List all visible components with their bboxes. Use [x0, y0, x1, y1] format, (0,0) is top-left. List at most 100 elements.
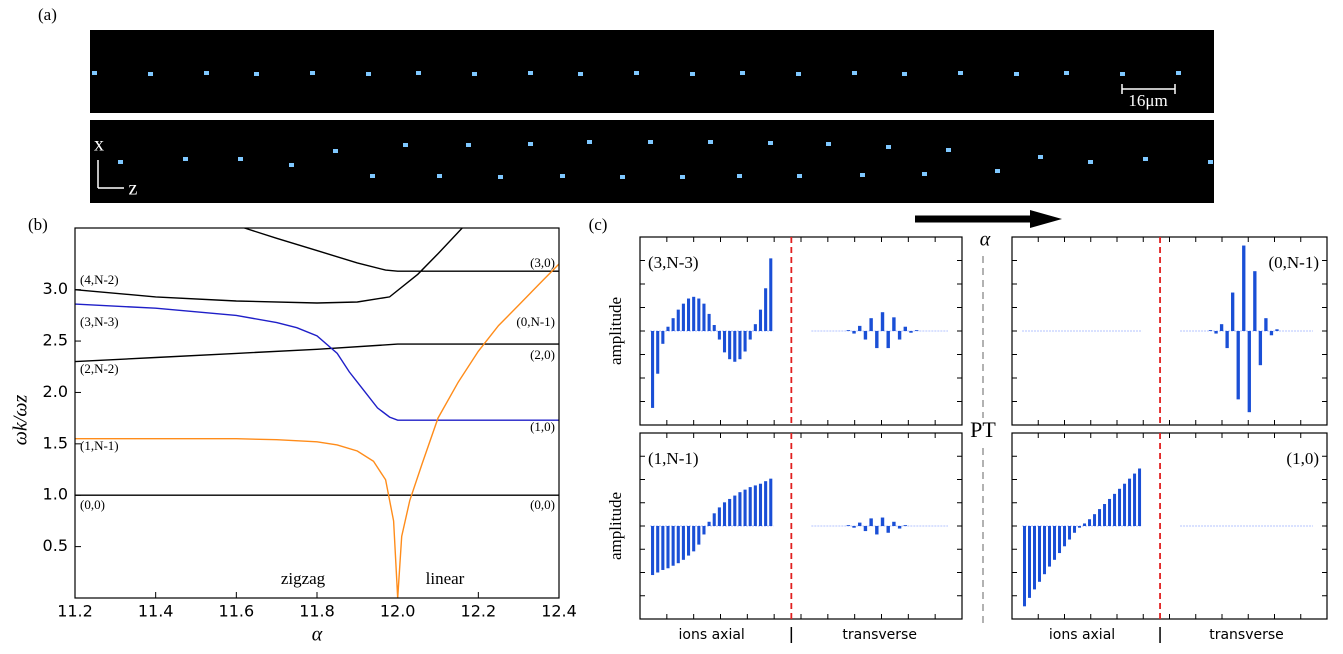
bar: [722, 331, 727, 353]
bar: [717, 331, 721, 340]
bar: [1128, 478, 1132, 526]
ion: [690, 72, 695, 76]
x-axis-label: α: [312, 624, 323, 646]
bar: [656, 526, 660, 573]
ion: [238, 157, 243, 161]
bar: [1043, 526, 1047, 575]
ion: [886, 145, 891, 149]
ion: [403, 143, 408, 147]
bar: [1078, 526, 1082, 528]
bar: [651, 526, 655, 576]
ion: [466, 143, 471, 147]
ion: [333, 149, 338, 153]
bar: [875, 331, 879, 349]
scale-label: 16μm: [1128, 91, 1167, 110]
annotation: (3,N-3): [80, 314, 119, 329]
mode-label: (3,N-3): [648, 253, 699, 272]
bar: [886, 331, 890, 349]
bar: [852, 526, 856, 528]
bar: [1028, 526, 1032, 598]
bar: [1098, 509, 1102, 526]
bar: [1038, 526, 1042, 582]
bar: [1108, 498, 1112, 526]
bar: [1214, 331, 1218, 334]
curve: [75, 263, 559, 598]
bar: [758, 483, 763, 526]
bar: [676, 309, 680, 331]
bar: [846, 525, 851, 526]
bar: [1068, 526, 1072, 540]
bar: [707, 313, 711, 331]
y-tick-label: 1.0: [43, 485, 68, 504]
curve: [75, 303, 559, 421]
bar: [702, 303, 706, 331]
bar: [712, 513, 716, 526]
bar: [1023, 526, 1027, 607]
ion: [587, 140, 592, 144]
bar: [1063, 526, 1067, 547]
bar: [869, 518, 873, 526]
bar: [1269, 331, 1274, 336]
ion: [254, 72, 259, 76]
x-tick-label: 11.8: [299, 602, 335, 621]
bar: [1225, 331, 1229, 349]
bar: [661, 331, 665, 344]
panel-label: (a): [38, 5, 57, 24]
bar: [738, 492, 742, 526]
ion: [472, 72, 477, 76]
bar: [743, 331, 747, 352]
ion: [92, 71, 97, 75]
bar: [753, 485, 757, 526]
bar: [681, 303, 685, 331]
bar: [764, 288, 768, 331]
ion: [922, 172, 927, 176]
y-axis-label: ωk/ωz: [10, 395, 32, 446]
bar: [692, 526, 696, 552]
bar: [858, 522, 862, 526]
bar: [1123, 483, 1127, 526]
curve: [75, 343, 559, 363]
bar: [1133, 473, 1137, 526]
bar: [733, 495, 737, 526]
ion: [860, 173, 865, 177]
bar: [846, 330, 851, 331]
ion: [902, 72, 907, 76]
mode-label: (1,0): [1286, 449, 1319, 468]
bar: [1138, 468, 1142, 526]
bar: [880, 312, 885, 331]
ion: [740, 71, 745, 75]
mode-label: (1,N-1): [648, 449, 699, 468]
ion: [1014, 72, 1019, 76]
bar: [1093, 514, 1097, 526]
bar: [1058, 526, 1062, 554]
group-label: ions axial: [1049, 627, 1115, 643]
ion: [366, 72, 371, 76]
bar: [717, 507, 721, 526]
ion: [852, 71, 857, 75]
y-tick-label: 1.5: [43, 433, 68, 452]
ion: [578, 72, 583, 76]
bar: [1113, 493, 1117, 526]
y-axis-label: amplitude: [606, 492, 625, 560]
ion: [204, 71, 209, 75]
image-linear: [90, 30, 1214, 113]
bar: [1231, 292, 1235, 331]
bar: [743, 489, 747, 526]
bar: [707, 521, 711, 526]
bar: [722, 502, 727, 526]
bar: [758, 309, 763, 331]
ion: [796, 72, 801, 76]
group-label: transverse: [842, 627, 917, 643]
label-bg: [964, 418, 1002, 446]
bar: [903, 326, 908, 331]
ion: [528, 71, 533, 75]
annotation: (1,0): [530, 419, 555, 434]
ion: [826, 142, 831, 146]
y-tick-label: 0.5: [43, 536, 68, 555]
ion: [370, 174, 375, 178]
bar: [1247, 331, 1251, 413]
bar: [886, 526, 890, 533]
bar: [858, 325, 862, 331]
curve: [244, 228, 559, 272]
ion: [1088, 160, 1093, 164]
